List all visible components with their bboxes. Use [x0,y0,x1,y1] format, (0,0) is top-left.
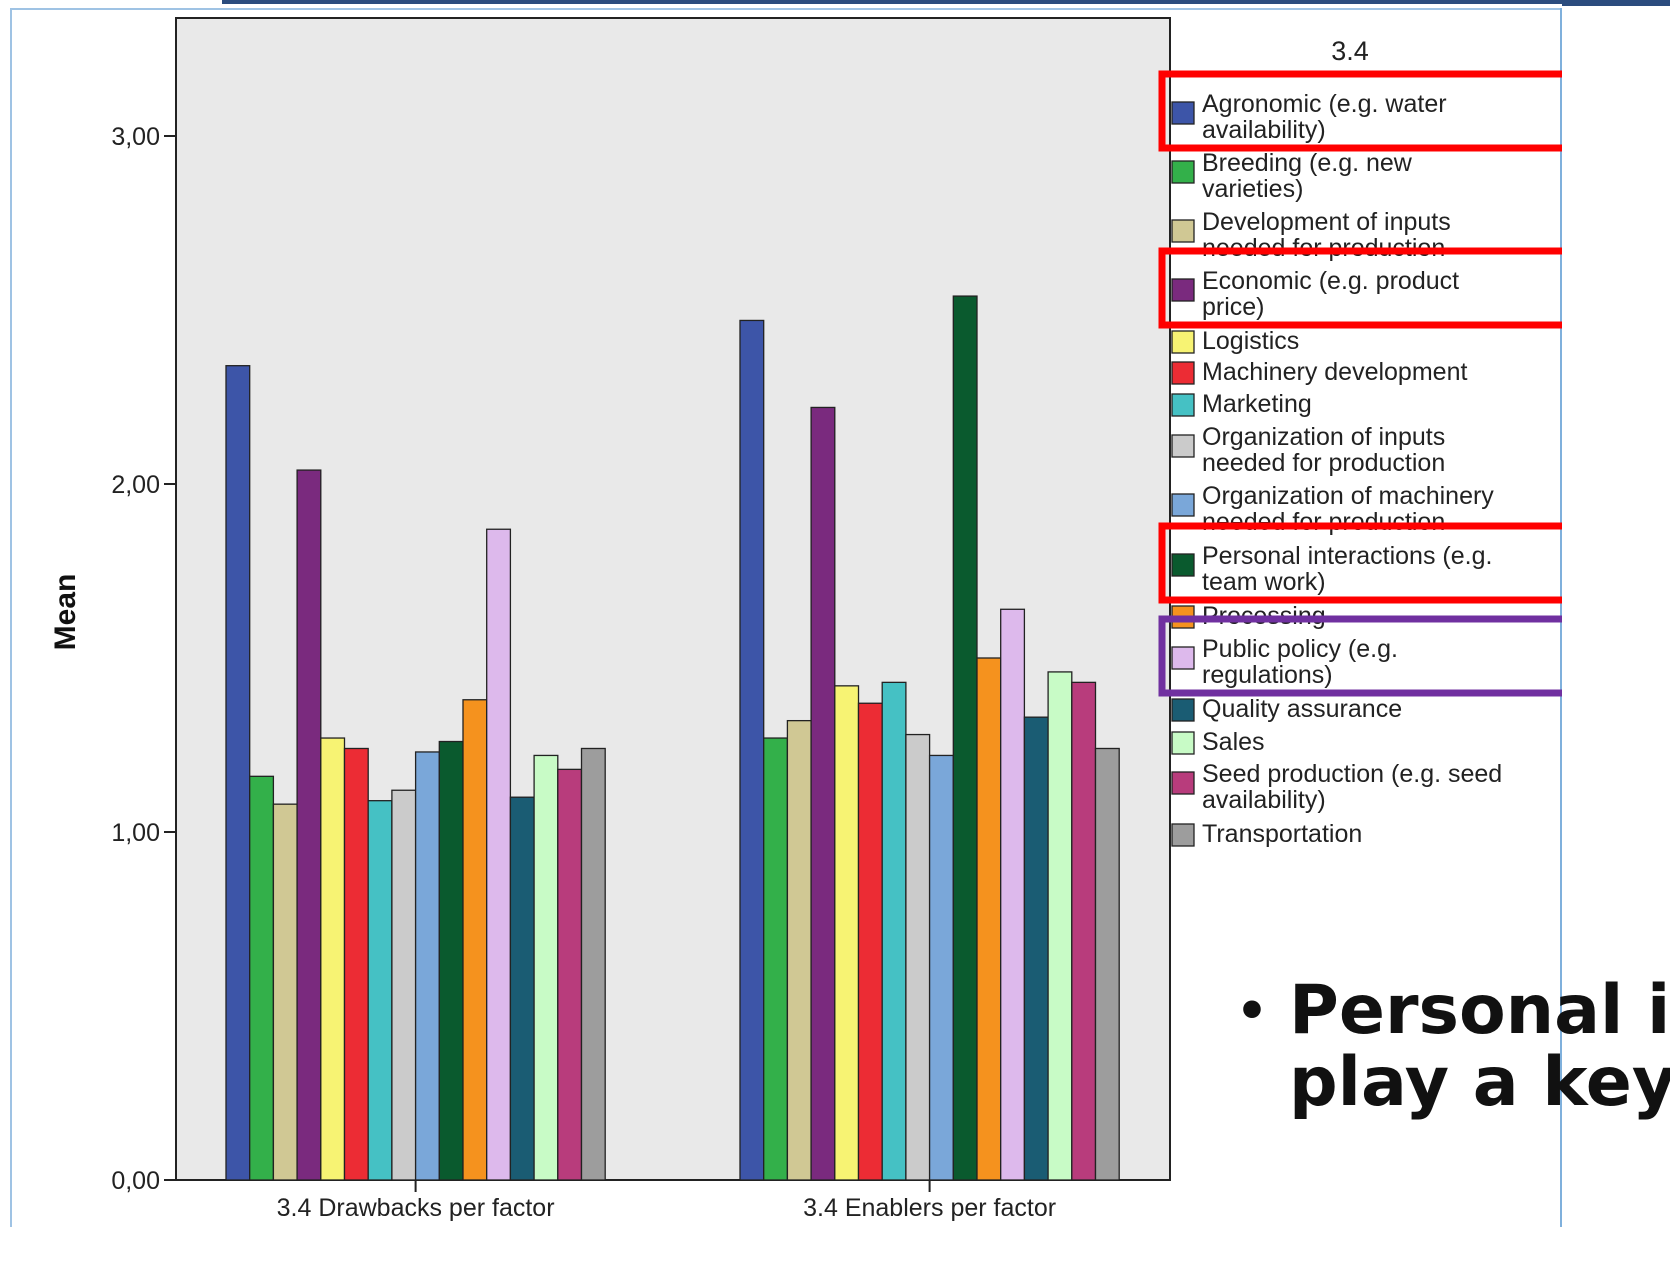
legend-label: varieties) [1202,175,1303,203]
legend-highlight-box [1158,247,1562,329]
legend-swatch [1171,434,1195,458]
y-axis-label: Mean [49,574,82,651]
bar [881,681,907,1181]
legend-swatch [1171,219,1195,243]
legend-swatch [1171,330,1195,354]
bullet-glyph: • [1236,982,1268,1040]
bar [320,737,346,1181]
slide-frame-top [10,8,1560,10]
bullet-line-2: play a key [1289,1043,1670,1122]
bar [786,719,812,1181]
legend-title: 3.4 [1331,36,1369,66]
bar [1094,747,1120,1181]
bar [438,740,464,1181]
bar [414,751,440,1181]
legend-label: Public policy (e.g. [1202,635,1398,663]
legend-label: Agronomic (e.g. water [1202,90,1447,118]
bar [462,699,488,1181]
bar [580,747,606,1181]
legend-label: Seed production (e.g. seed [1202,760,1502,788]
legend-label: Marketing [1202,390,1312,418]
legend-label: needed for production [1202,508,1445,536]
legend-label: team work) [1202,568,1326,596]
bar [905,733,931,1181]
bar [1071,681,1097,1181]
legend-swatch [1171,361,1195,385]
bar [343,747,369,1181]
x-tick-label: 3.4 Drawbacks per factor [277,1194,555,1222]
bar [810,406,836,1181]
bar [272,803,298,1181]
legend-label: regulations) [1202,661,1333,689]
legend-swatch [1171,101,1195,125]
legend-label: Transportation [1202,820,1362,848]
legend-swatch [1171,646,1195,670]
legend-swatch [1171,278,1195,302]
bar [557,768,583,1181]
bar [763,737,789,1181]
slide-right-margin [1562,8,1670,1227]
bar [225,365,251,1181]
legend-label: Quality assurance [1202,695,1402,723]
bar [834,685,860,1181]
bar-chart: 0,00 1,00 2,00 3,00 Mean 3.4 Drawbacks per fa… [49,17,1562,1222]
bar [976,657,1002,1181]
legend-highlight-box [1158,70,1562,152]
legend-highlight-box [1158,615,1562,697]
bar [486,528,512,1181]
legend-label: Organization of machinery [1202,482,1494,510]
legend-swatch [1171,698,1195,722]
bullet-text: • Personal in play a key [1236,975,1670,1263]
y-tick-label: 0,00 [111,1167,160,1195]
y-tick-label: 1,00 [111,819,160,847]
legend-label: Economic (e.g. product [1202,267,1459,295]
legend-label: availability) [1202,786,1326,814]
bar [1047,671,1073,1181]
legend-label: Development of inputs [1202,208,1451,236]
legend-label: availability) [1202,116,1326,144]
legend-highlight-box [1158,522,1562,604]
legend-swatch [1171,731,1195,755]
y-tick-label: 2,00 [111,471,160,499]
x-tick-label: 3.4 Enablers per factor [803,1194,1056,1222]
bar [1023,716,1049,1181]
bar [1000,608,1026,1181]
bar [533,754,559,1181]
legend-label: Logistics [1202,327,1299,355]
bar [928,754,954,1181]
y-tick-label: 3,00 [111,123,160,151]
legend-swatch [1171,823,1195,847]
legend-swatch [1171,553,1195,577]
bar [857,702,883,1181]
legend-swatch [1171,393,1195,417]
legend-label: Sales [1202,728,1265,756]
legend-label: price) [1202,293,1265,321]
legend-swatch [1171,493,1195,517]
slide-top-bar-right [1562,0,1670,6]
slide-top-bar [222,0,1562,4]
legend-label: needed for production [1202,449,1445,477]
legend-label: Machinery development [1202,358,1467,386]
legend-swatch [1171,160,1195,184]
legend-label: Breeding (e.g. new [1202,149,1413,177]
bar [391,789,417,1181]
bar [739,319,765,1181]
bar [249,775,275,1181]
bar [296,469,322,1181]
legend-label: Organization of inputs [1202,423,1445,451]
legend-swatch [1171,771,1195,795]
bar [952,295,978,1181]
bullet-line-1: Personal in [1289,971,1670,1050]
slide-frame-left [10,8,12,1227]
bar [367,800,393,1181]
legend-label: Personal interactions (e.g. [1202,542,1492,570]
bar [509,796,535,1181]
